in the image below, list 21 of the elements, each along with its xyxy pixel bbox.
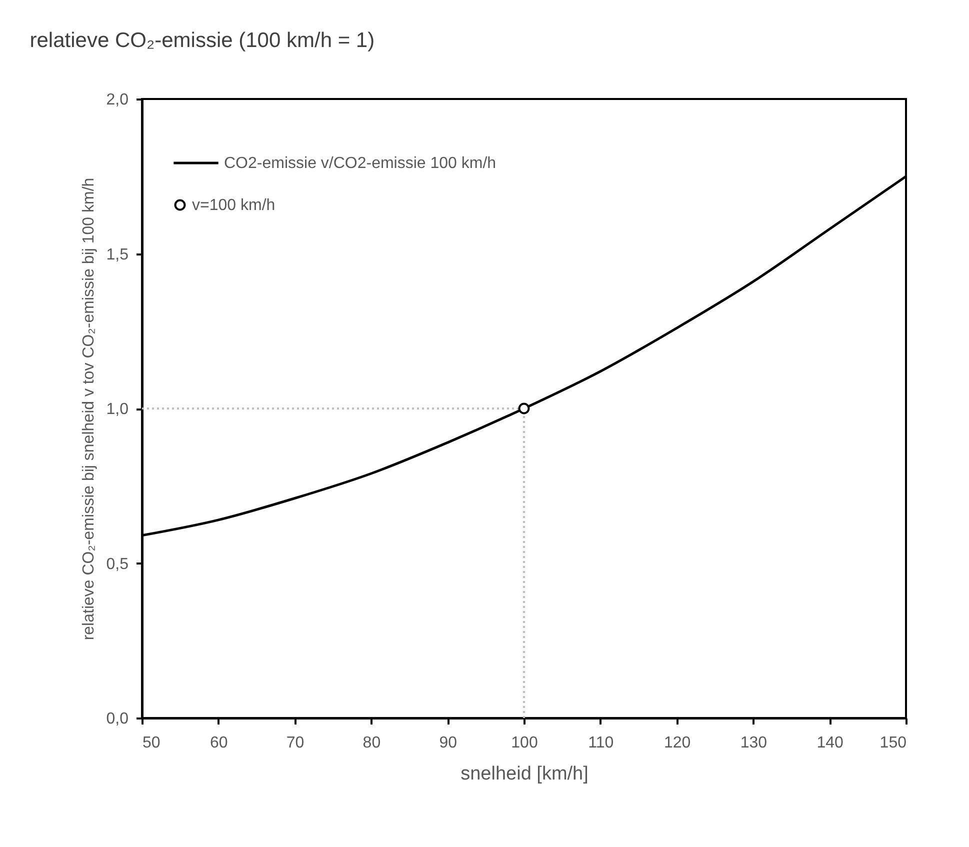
legend-label: v=100 km/h — [192, 197, 276, 214]
x-tick-label: 130 — [740, 734, 768, 752]
x-tick-label: 70 — [286, 734, 304, 752]
y-tick-label: 1,0 — [106, 401, 129, 418]
chart-title: relatieve CO₂-emissie (100 km/h = 1) — [30, 29, 375, 52]
x-tick-label: 120 — [664, 734, 691, 752]
x-axis-title: snelheid [km/h] — [460, 764, 588, 784]
y-axis-title: relatieve CO₂-emissie bij snelheid v tov CO₂-emissie bij 100 km/h — [80, 178, 98, 640]
x-tick-label: 90 — [439, 734, 458, 752]
x-tick-label: 150 — [880, 734, 907, 752]
x-tick-label: 110 — [588, 734, 614, 752]
x-tick-label: 140 — [816, 734, 844, 752]
legend-label: CO2-emissie v/CO2-emissie 100 km/h — [224, 155, 496, 172]
x-tick-label: 60 — [210, 734, 228, 752]
x-tick-label: 80 — [362, 734, 381, 752]
x-tick-label: 50 — [142, 734, 160, 752]
x-tick-label: 100 — [511, 734, 538, 752]
y-tick-label: 1,5 — [106, 246, 129, 264]
y-tick-label: 0,5 — [106, 556, 129, 573]
y-tick-label: 0,0 — [106, 710, 129, 728]
y-tick-label: 2,0 — [106, 92, 129, 108]
